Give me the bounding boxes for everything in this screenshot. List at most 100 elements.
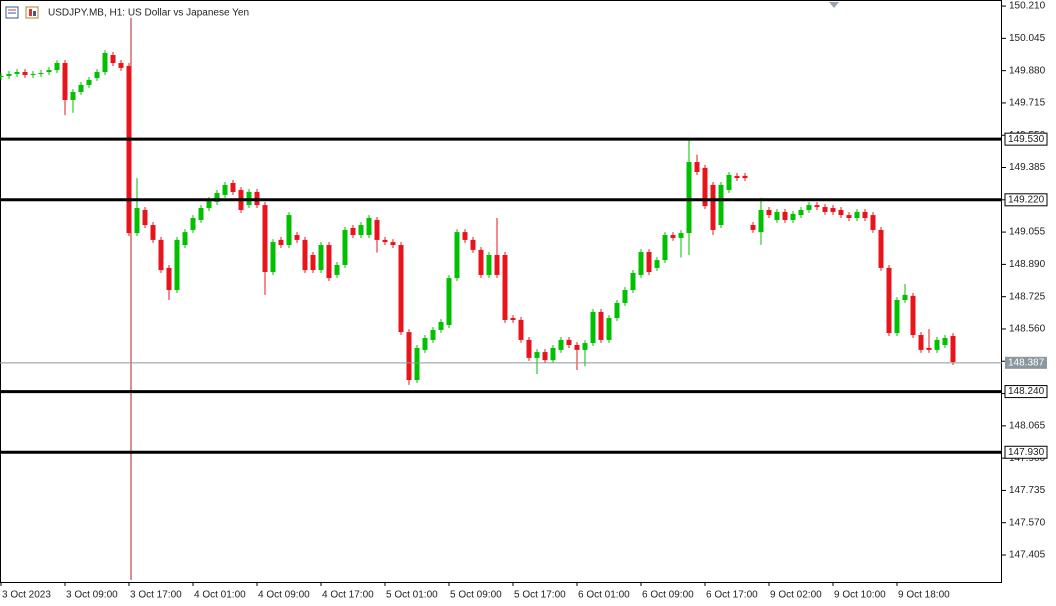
- candle-body: [30, 73, 36, 75]
- candle-body: [758, 209, 764, 233]
- y-tick-label: 147.570: [1009, 517, 1046, 528]
- candle-body: [446, 278, 452, 326]
- candle-body: [310, 254, 316, 271]
- candle-body: [886, 267, 892, 334]
- candle-body: [350, 227, 356, 236]
- candle-body: [654, 260, 660, 268]
- candle-body: [54, 63, 60, 71]
- candle-body: [582, 343, 588, 350]
- icon-bar: [33, 11, 36, 16]
- x-tick-label: 4 Oct 09:00: [258, 590, 310, 601]
- candle-body: [110, 54, 116, 64]
- level-label: 148.240: [1008, 386, 1045, 397]
- candle-body: [838, 209, 844, 216]
- candle-body: [158, 239, 164, 271]
- candle-body: [398, 245, 404, 333]
- x-tick-label: 3 Oct 17:00: [130, 590, 182, 601]
- candle-body: [382, 239, 388, 243]
- candle-body: [894, 300, 900, 334]
- level-label-box: [1004, 445, 1048, 459]
- candle-body: [22, 72, 28, 75]
- plot-frame: [0, 0, 1002, 583]
- candle-body: [910, 295, 916, 336]
- candle-body: [534, 352, 540, 358]
- candle-body: [942, 337, 948, 346]
- candle-body: [166, 267, 172, 291]
- candle-body: [774, 211, 780, 220]
- candle-body: [134, 208, 140, 234]
- chart-title: USDJPY.MB, H1: US Dollar vs Japanese Yen: [48, 8, 249, 19]
- candle-body: [606, 318, 612, 340]
- candle-body: [222, 184, 228, 195]
- candle-body: [846, 215, 852, 219]
- candle-body: [934, 339, 940, 350]
- candle-body: [286, 215, 292, 246]
- x-tick-label: 9 Oct 18:00: [898, 590, 950, 601]
- y-tick-label: 147.405: [1009, 550, 1046, 561]
- y-tick-label: 150.045: [1009, 33, 1046, 44]
- level-label-box: [1004, 385, 1048, 399]
- candle-body: [46, 70, 52, 73]
- candle-body: [750, 225, 756, 230]
- candle-body: [598, 311, 604, 340]
- candle-body: [294, 235, 300, 240]
- y-tick-label: 149.385: [1009, 162, 1046, 173]
- candle-body: [38, 72, 44, 74]
- x-tick-label: 3 Oct 2023: [2, 590, 51, 601]
- candle-body: [374, 219, 380, 240]
- x-tick-label: 6 Oct 17:00: [706, 590, 758, 601]
- candle-body: [486, 254, 492, 275]
- candle-body: [302, 239, 308, 271]
- candle-body: [854, 211, 860, 219]
- level-label: 149.220: [1008, 194, 1045, 205]
- candle-body: [710, 184, 716, 230]
- bid-label-box: [1005, 356, 1047, 369]
- candle-body: [414, 347, 420, 381]
- x-tick-label: 3 Oct 09:00: [66, 590, 118, 601]
- candle-body: [206, 200, 212, 209]
- y-tick-label: 149.880: [1009, 65, 1046, 76]
- candle-body: [326, 245, 332, 279]
- candle-body: [0, 75, 4, 77]
- candle-body: [918, 335, 924, 350]
- y-tick-label: 150.210: [1009, 1, 1046, 12]
- x-tick-label: 5 Oct 09:00: [450, 590, 502, 601]
- candle-body: [718, 184, 724, 226]
- candle-body: [926, 347, 932, 350]
- x-tick-label: 9 Oct 02:00: [770, 590, 822, 601]
- candle-body: [726, 174, 732, 191]
- candle-body: [78, 84, 84, 92]
- candle-body: [542, 352, 548, 361]
- candle-body: [878, 229, 884, 268]
- x-tick-label: 4 Oct 01:00: [194, 590, 246, 601]
- level-label-box: [1004, 193, 1048, 207]
- candle-body: [766, 209, 772, 216]
- candle-body: [198, 208, 204, 220]
- level-label: 149.530: [1008, 134, 1045, 145]
- candle-body: [182, 232, 188, 246]
- x-tick-label: 9 Oct 10:00: [834, 590, 886, 601]
- shift-marker: [829, 2, 839, 8]
- y-tick-label: 148.065: [1009, 420, 1046, 431]
- chart-icon: [5, 6, 39, 19]
- candle-body: [406, 332, 412, 381]
- candle-body: [118, 63, 124, 68]
- candle-body: [366, 218, 372, 236]
- candle-body: [646, 252, 652, 273]
- candle-body: [494, 254, 500, 275]
- candle-body: [422, 337, 428, 350]
- candle-body: [870, 215, 876, 230]
- candle-body: [694, 162, 700, 173]
- candle-body: [342, 229, 348, 265]
- icon-bar: [29, 9, 32, 16]
- candle-body: [678, 233, 684, 238]
- candle-body: [502, 254, 508, 320]
- candle-body: [478, 249, 484, 275]
- candle-body: [454, 232, 460, 279]
- candle-body: [518, 319, 524, 340]
- candle-body: [670, 235, 676, 238]
- candle-body: [390, 242, 396, 246]
- candle-body: [950, 336, 956, 363]
